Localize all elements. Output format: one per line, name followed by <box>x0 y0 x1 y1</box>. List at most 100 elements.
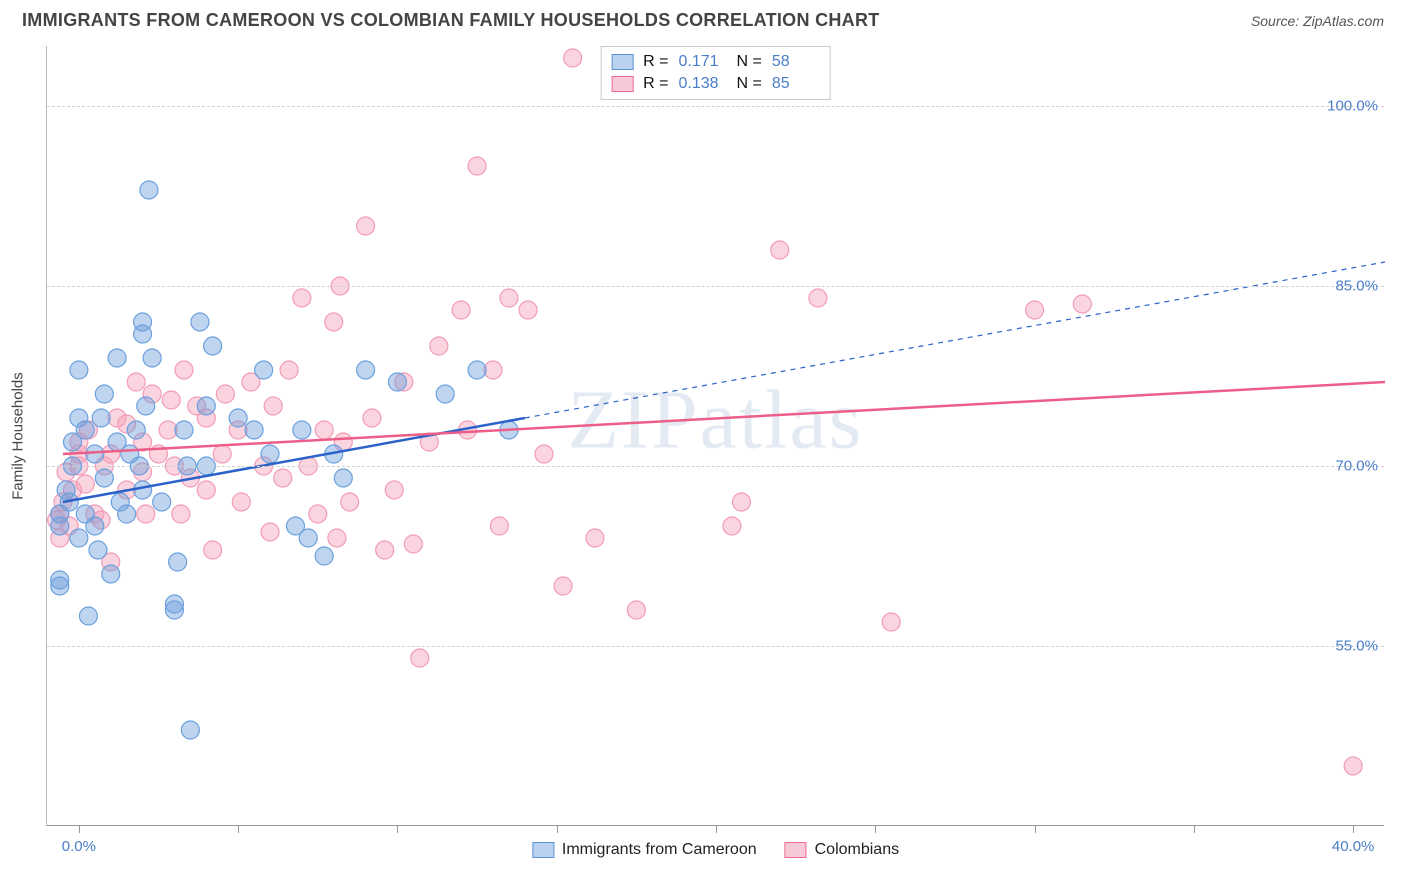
data-point <box>134 481 152 499</box>
data-point <box>430 337 448 355</box>
data-point <box>1073 295 1091 313</box>
data-point <box>341 493 359 511</box>
data-point <box>363 409 381 427</box>
data-point <box>172 505 190 523</box>
chart-title: IMMIGRANTS FROM CAMEROON VS COLOMBIAN FA… <box>22 10 880 31</box>
swatch-colombians <box>611 76 633 92</box>
data-point <box>76 421 94 439</box>
plot-area: ZIPatlas R = 0.171 N = 58 R = 0.138 N = … <box>46 46 1384 826</box>
data-point <box>76 475 94 493</box>
data-point <box>334 469 352 487</box>
x-tick <box>1035 825 1036 833</box>
data-point <box>229 409 247 427</box>
data-point <box>153 493 171 511</box>
data-point <box>274 469 292 487</box>
data-point <box>723 517 741 535</box>
data-point <box>169 553 187 571</box>
data-point <box>175 361 193 379</box>
data-point <box>191 313 209 331</box>
data-point <box>92 409 110 427</box>
y-tick-label: 55.0% <box>1335 638 1378 655</box>
data-point <box>627 601 645 619</box>
data-point <box>328 529 346 547</box>
data-point <box>51 517 69 535</box>
data-point <box>484 361 502 379</box>
data-point <box>264 397 282 415</box>
y-axis-label: Family Households <box>10 372 27 500</box>
data-point <box>293 421 311 439</box>
data-point <box>216 385 234 403</box>
data-point <box>468 361 486 379</box>
data-point <box>165 595 183 613</box>
data-point <box>309 505 327 523</box>
x-tick <box>716 825 717 833</box>
data-point <box>175 421 193 439</box>
data-point <box>411 649 429 667</box>
data-point <box>79 607 97 625</box>
legend-item-cameroon: Immigrants from Cameroon <box>532 841 757 859</box>
data-point <box>315 547 333 565</box>
chart-source: Source: ZipAtlas.com <box>1251 13 1384 29</box>
data-point <box>127 373 145 391</box>
r-value-cameroon: 0.171 <box>679 53 727 71</box>
r-value-colombians: 0.138 <box>679 75 727 93</box>
data-point <box>140 181 158 199</box>
data-point <box>436 385 454 403</box>
data-point <box>357 217 375 235</box>
data-point <box>204 541 222 559</box>
data-point <box>102 565 120 583</box>
y-tick-label: 70.0% <box>1335 458 1378 475</box>
data-point <box>213 445 231 463</box>
data-point <box>134 325 152 343</box>
data-point <box>299 529 317 547</box>
data-point <box>89 541 107 559</box>
data-point <box>127 421 145 439</box>
data-point <box>137 505 155 523</box>
data-point <box>771 241 789 259</box>
data-point <box>197 481 215 499</box>
data-point <box>325 313 343 331</box>
x-tick-label: 40.0% <box>1332 838 1375 855</box>
n-label: N = <box>737 75 762 93</box>
data-point <box>159 421 177 439</box>
data-point <box>586 529 604 547</box>
r-label: R = <box>643 75 668 93</box>
x-tick-label: 0.0% <box>62 838 96 855</box>
n-value-cameroon: 58 <box>772 53 820 71</box>
data-point <box>388 373 406 391</box>
x-tick <box>875 825 876 833</box>
data-point <box>204 337 222 355</box>
data-point <box>315 421 333 439</box>
data-point <box>809 289 827 307</box>
data-point <box>376 541 394 559</box>
data-point <box>118 505 136 523</box>
data-point <box>554 577 572 595</box>
chart-svg <box>47 46 1384 825</box>
legend-series: Immigrants from Cameroon Colombians <box>532 841 899 859</box>
source-prefix: Source: <box>1251 13 1303 29</box>
data-point <box>404 535 422 553</box>
data-point <box>293 289 311 307</box>
data-point <box>197 397 215 415</box>
data-point <box>51 571 69 589</box>
data-point <box>143 349 161 367</box>
data-point <box>86 445 104 463</box>
data-point <box>564 49 582 67</box>
swatch-colombians <box>785 842 807 858</box>
data-point <box>137 397 155 415</box>
x-tick <box>79 825 80 833</box>
data-point <box>95 469 113 487</box>
source-name: ZipAtlas.com <box>1303 13 1384 29</box>
r-label: R = <box>643 53 668 71</box>
data-point <box>162 391 180 409</box>
x-tick <box>557 825 558 833</box>
x-tick <box>1353 825 1354 833</box>
data-point <box>181 721 199 739</box>
data-point <box>452 301 470 319</box>
swatch-cameroon <box>611 54 633 70</box>
data-point <box>108 349 126 367</box>
data-point <box>732 493 750 511</box>
gridline <box>47 646 1384 647</box>
data-point <box>385 481 403 499</box>
data-point <box>232 493 250 511</box>
